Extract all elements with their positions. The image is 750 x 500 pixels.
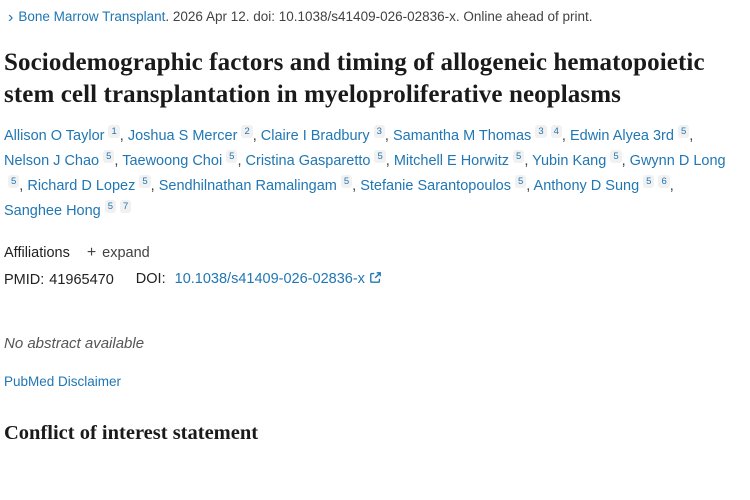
affiliation-superscript: 5 <box>677 125 690 138</box>
author-link[interactable]: Gwynn D Long <box>629 153 726 169</box>
no-abstract-text: No abstract available <box>4 335 145 352</box>
plus-icon: + <box>86 244 97 261</box>
affiliation-superscript: 5 <box>513 150 525 163</box>
author-link[interactable]: Stefanie Sarantopoulos <box>360 178 511 194</box>
authors-list: Allison O Taylor 1, Joshua S Mercer 2, Cla… <box>4 124 726 224</box>
author-separator: , <box>114 153 123 169</box>
external-link-icon <box>369 272 382 288</box>
author-separator: , <box>352 178 361 194</box>
affiliation-superscript: 5 <box>643 175 655 188</box>
author-link[interactable]: Edwin Alyea 3rd <box>569 128 674 144</box>
author-separator: , <box>252 128 261 144</box>
author-separator: , <box>237 153 246 169</box>
journal-citation-row: › Bone Marrow Transplant. 2026 Apr 12. do… <box>4 8 726 26</box>
author-separator: , <box>150 178 159 194</box>
affiliation-superscript: 5 <box>139 175 151 188</box>
author-separator: , <box>621 153 630 169</box>
author-link[interactable]: Cristina Gasparetto <box>245 153 371 169</box>
author-link[interactable]: Sendhilnathan Ramalingam <box>158 178 337 194</box>
pubmed-disclaimer-link[interactable]: PubMed Disclaimer <box>4 374 122 389</box>
author-link[interactable]: Samantha M Thomas <box>392 128 532 144</box>
chevron-right-icon[interactable]: › <box>8 9 14 26</box>
expand-affiliations-button[interactable]: + expand <box>87 244 150 262</box>
affiliation-superscript: 6 <box>658 175 670 188</box>
expand-label: expand <box>102 245 150 261</box>
affiliation-superscript: 5 <box>610 150 622 163</box>
author-link[interactable]: Yubin Kang <box>532 153 607 169</box>
author-link[interactable]: Taewoong Choi <box>122 153 223 169</box>
affiliation-superscript: 5 <box>103 150 115 163</box>
article-page: › Bone Marrow Transplant. 2026 Apr 12. do… <box>4 8 726 444</box>
author-separator: , <box>561 128 570 144</box>
affiliation-superscript: 2 <box>241 125 253 138</box>
author-link[interactable]: Allison O Taylor <box>4 128 105 144</box>
citation-text: . 2026 Apr 12. doi: 10.1038/s41409-026-0… <box>165 9 593 24</box>
doi-group: DOI: 10.1038/s41409-026-02836-x <box>136 271 382 288</box>
affiliation-superscript: 5 <box>104 200 117 213</box>
journal-link[interactable]: Bone Marrow Transplant <box>18 9 166 24</box>
affiliation-superscript: 5 <box>226 150 238 163</box>
affiliation-superscript: 5 <box>8 175 20 188</box>
author-link[interactable]: Richard D Lopez <box>27 178 136 194</box>
author-link[interactable]: Joshua S Mercer <box>127 128 238 144</box>
conflict-of-interest-heading: Conflict of interest statement <box>4 422 259 444</box>
author-link[interactable]: Sanghee Hong <box>4 203 101 219</box>
pmid-label: PMID: <box>4 271 45 288</box>
author-separator: , <box>526 178 534 194</box>
author-link[interactable]: Mitchell E Horwitz <box>393 153 510 169</box>
author-separator: , <box>19 178 28 194</box>
author-separator: , <box>384 128 393 144</box>
article-title: Sociodemographic factors and timing of a… <box>4 49 705 108</box>
affiliation-superscript: 3 <box>373 125 385 138</box>
author-separator: , <box>689 128 694 144</box>
affiliation-superscript: 4 <box>550 125 562 138</box>
doi-link[interactable]: 10.1038/s41409-026-02836-x <box>174 271 365 287</box>
affiliation-superscript: 3 <box>535 125 547 138</box>
affiliation-superscript: 5 <box>514 175 527 188</box>
affiliation-superscript: 1 <box>108 125 120 138</box>
author-separator: , <box>385 153 394 169</box>
affiliation-superscript: 7 <box>120 200 132 213</box>
identifiers-row: PMID: 41965470 DOI: 10.1038/s41409-026-0… <box>4 271 726 288</box>
doi-label: DOI: <box>135 271 166 287</box>
author-link[interactable]: Anthony D Sung <box>533 178 640 194</box>
affiliations-label: Affiliations <box>4 245 70 261</box>
pmid-value: 41965470 <box>49 271 114 288</box>
affiliations-row: Affiliations + expand <box>4 244 726 262</box>
affiliation-superscript: 5 <box>340 175 353 188</box>
affiliation-superscript: 5 <box>374 150 386 163</box>
author-link[interactable]: Nelson J Chao <box>4 153 100 169</box>
author-separator: , <box>119 128 128 144</box>
author-separator: , <box>669 178 674 194</box>
author-separator: , <box>524 153 533 169</box>
author-link[interactable]: Claire I Bradbury <box>260 128 370 144</box>
disclaimer-row: PubMed Disclaimer <box>4 374 726 389</box>
